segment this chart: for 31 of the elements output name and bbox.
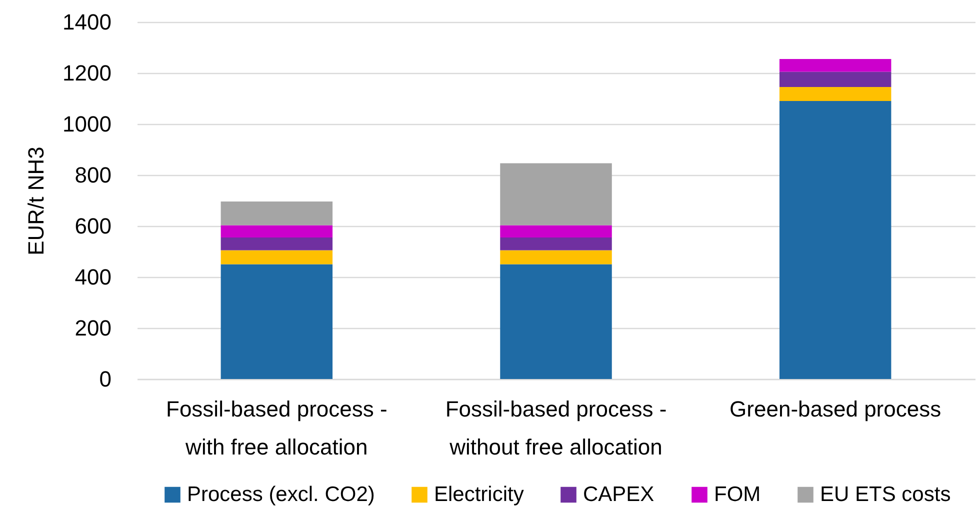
y-axis-title: EUR/t NH3 xyxy=(24,146,49,256)
bar xyxy=(779,58,892,72)
x-tick-label: Fossil-based process - with free allocation xyxy=(166,396,388,460)
bar xyxy=(220,202,333,226)
bar xyxy=(779,87,892,102)
bar xyxy=(779,72,892,88)
legend-label: Process (excl. CO2) xyxy=(187,482,375,506)
x-tick-label: Green-based process xyxy=(730,396,942,422)
y-tick-label: 600 xyxy=(74,214,112,238)
bar xyxy=(779,101,892,379)
y-tick-label: 200 xyxy=(74,316,112,340)
bar xyxy=(220,250,333,264)
y-tick-label: 800 xyxy=(74,162,112,188)
bar xyxy=(500,163,612,226)
legend-label: FOM xyxy=(714,482,761,506)
bar xyxy=(500,264,612,379)
y-tick-label: 1000 xyxy=(62,112,112,136)
bar xyxy=(500,237,612,250)
legend-label: Electricity xyxy=(434,482,524,506)
bar xyxy=(220,225,333,238)
y-tick-label: 0 xyxy=(99,366,112,392)
bar xyxy=(220,237,333,250)
bar xyxy=(220,264,333,379)
y-tick-label: 400 xyxy=(74,264,112,290)
legend-label: EU ETS costs xyxy=(820,482,951,506)
y-tick-label: 1400 xyxy=(62,10,112,34)
legend-label: CAPEX xyxy=(583,482,654,506)
bar xyxy=(500,225,612,238)
x-tick-label: Fossil-based process - without free allocation xyxy=(445,396,667,460)
bar xyxy=(500,250,612,264)
y-tick-label: 1200 xyxy=(62,60,112,86)
